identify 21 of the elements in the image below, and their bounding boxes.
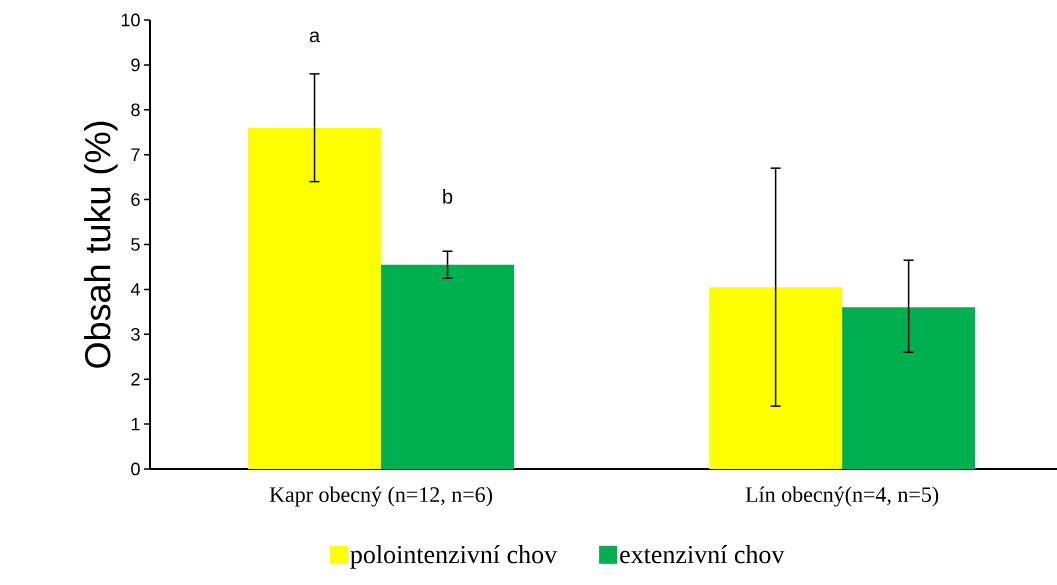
y-tick-label: 2 (131, 372, 140, 386)
bar (381, 264, 515, 469)
y-tick-label: 10 (121, 13, 140, 27)
y-tick-label: 7 (131, 148, 140, 161)
y-tick-label: 0 (131, 462, 140, 476)
y-tick-label: 3 (131, 327, 140, 341)
y-tick-label: 5 (131, 238, 140, 251)
y-axis-title: Obsah tuku (%) (84, 121, 118, 368)
x-tick-label: Kapr obecný (n=12, n=6) (269, 486, 493, 507)
y-tick-label: 8 (131, 103, 140, 117)
legend-label: polointenzivní chov (350, 545, 558, 569)
y-tick-label: 1 (131, 417, 140, 431)
legend-label: extenzivní chov (620, 545, 785, 564)
y-tick-label: 4 (130, 283, 140, 296)
annotation: a (309, 31, 321, 43)
x-tick-label: Lín obecný(n=4, n=5) (745, 486, 939, 507)
y-tick-label: 6 (131, 193, 140, 206)
annotation: b (443, 189, 453, 204)
bar (248, 127, 382, 469)
bar (842, 307, 976, 469)
y-tick-label: 9 (131, 58, 140, 72)
